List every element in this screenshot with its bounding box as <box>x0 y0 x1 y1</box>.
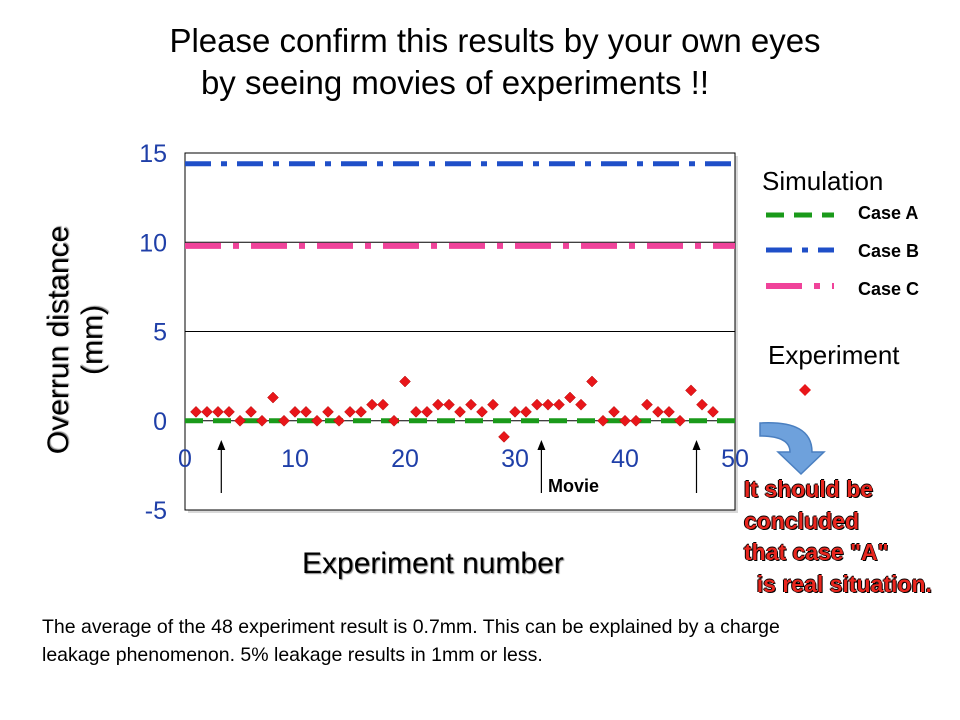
experiment-point <box>267 391 279 404</box>
y-tick-label: 10 <box>139 229 167 257</box>
summary-note-line-2: leakage phenomenon. 5% leakage results i… <box>42 644 543 666</box>
legend-swatch-experiment <box>799 384 811 396</box>
experiment-point <box>619 414 631 427</box>
experiment-point <box>597 414 609 427</box>
experiment-point <box>256 414 268 427</box>
experiment-point <box>575 398 587 411</box>
experiment-point <box>630 414 642 427</box>
x-tick-label: 10 <box>281 445 309 473</box>
experiment-point <box>223 405 235 418</box>
experiment-point <box>300 405 312 418</box>
experiment-point <box>278 414 290 427</box>
experiment-point <box>498 430 510 443</box>
experiment-point <box>608 405 620 418</box>
legend-case-b-label: Case B <box>858 241 920 261</box>
experiment-point <box>421 405 433 418</box>
summary-note-line-1: The average of the 48 experiment result … <box>42 616 780 638</box>
curved-arrow-shape <box>759 422 826 476</box>
conclusion-text: It should be concluded that case "A" is … <box>744 476 932 597</box>
experiment-point <box>443 398 455 411</box>
experiment-point <box>674 414 686 427</box>
experiment-point <box>520 405 532 418</box>
x-tick-label: 40 <box>611 445 639 473</box>
experiment-point <box>234 414 246 427</box>
experiment-point <box>410 405 422 418</box>
y-tick-label: 5 <box>153 319 167 347</box>
movie-arrow-head <box>217 440 226 450</box>
experiment-point <box>564 391 576 404</box>
x-axis-title: Experiment number <box>302 547 564 580</box>
experiment-point <box>322 405 334 418</box>
legend-case-c-label: Case C <box>858 279 920 299</box>
experiment-point <box>663 405 675 418</box>
movie-label: Movie <box>548 476 600 496</box>
y-tick-label: -5 <box>145 497 167 525</box>
experiment-point <box>377 398 389 411</box>
x-tick-label: 20 <box>391 445 419 473</box>
movie-arrow-head <box>537 440 546 450</box>
y-tick-label: 15 <box>139 140 167 168</box>
experiment-point <box>476 405 488 418</box>
x-tick-label: 0 <box>178 445 192 473</box>
experiment-point <box>344 405 356 418</box>
page-title-line-2: by seeing movies of experiments !! <box>200 64 710 101</box>
experiment-point <box>487 398 499 411</box>
experiment-point <box>531 398 543 411</box>
experiment-point <box>190 405 202 418</box>
experiment-point <box>696 398 708 411</box>
experiment-point <box>212 405 224 418</box>
experiment-point <box>432 398 444 411</box>
experiment-point <box>366 398 378 411</box>
experiment-point <box>399 375 411 388</box>
experiment-point <box>465 398 477 411</box>
x-tick-label: 30 <box>501 445 529 473</box>
curved-arrow-icon <box>759 422 826 476</box>
y-tick-label: 0 <box>153 408 167 436</box>
experiment-point <box>454 405 466 418</box>
y-axis-title: Overrun distance (mm) <box>42 225 109 455</box>
experiment-point <box>311 414 323 427</box>
experiment-point <box>586 375 598 388</box>
legend-experiment-title: Experiment <box>768 340 900 370</box>
experiment-point <box>542 398 554 411</box>
experiment-point <box>553 398 565 411</box>
legend-simulation-title: Simulation <box>762 166 884 196</box>
experiment-point <box>201 405 213 418</box>
experiment-point <box>707 405 719 418</box>
experiment-point <box>355 405 367 418</box>
movie-arrow-head <box>692 440 701 450</box>
x-tick-label: 50 <box>721 445 749 473</box>
summary-note: The average of the 48 experiment result … <box>42 613 960 669</box>
experiment-point <box>685 384 697 397</box>
legend-case-a-label: Case A <box>858 203 919 223</box>
experiment-point <box>388 414 400 427</box>
experiment-point <box>652 405 664 418</box>
experiment-point <box>245 405 257 418</box>
experiment-point <box>289 405 301 418</box>
experiment-point <box>333 414 345 427</box>
page-title-line-1: Please confirm this results by your own … <box>169 22 821 59</box>
legend-swatches <box>759 212 834 476</box>
experiment-point <box>641 398 653 411</box>
experiment-point <box>509 405 521 418</box>
